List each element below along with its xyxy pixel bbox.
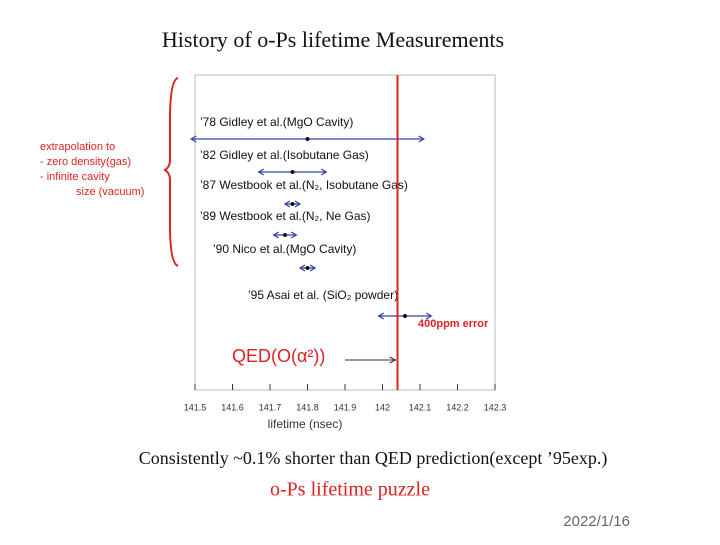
conclusion: Consistently ~0.1% shorter than QED pred… xyxy=(139,448,608,469)
title: History of o-Ps lifetime Measurements xyxy=(162,27,504,52)
row-label: ’89 Westbook et al.(N₂, Ne Gas) xyxy=(200,209,371,223)
point xyxy=(305,137,310,141)
date: 2022/1/16 xyxy=(563,513,630,530)
x-tick-label: 141.6 xyxy=(221,402,244,412)
row-label: ’95 Asai et al. (SiO₂ powder) xyxy=(248,288,398,302)
bracket-note: - infinite cavity xyxy=(40,171,110,183)
row-label: ’82 Gidley et al.(Isobutane Gas) xyxy=(200,148,369,162)
error-cap xyxy=(377,312,433,320)
error-cap xyxy=(272,231,298,239)
point xyxy=(283,233,287,237)
bracket xyxy=(163,77,179,267)
x-tick-label: 142.3 xyxy=(484,402,507,412)
point xyxy=(403,314,407,318)
bracket-note: - zero density(gas) xyxy=(40,156,131,168)
error-cap xyxy=(257,168,328,176)
x-tick-label: 142.2 xyxy=(446,402,469,412)
puzzle: o-Ps lifetime puzzle xyxy=(270,479,430,501)
point xyxy=(305,266,310,270)
reference-label: QED(O(α²)) xyxy=(232,346,325,366)
error-cap xyxy=(283,200,302,208)
x-tick-label: 141.5 xyxy=(184,402,207,412)
error-cap xyxy=(189,135,426,143)
row-label: ’90 Nico et al.(MgO Cavity) xyxy=(213,242,356,256)
point xyxy=(290,170,295,174)
point xyxy=(290,202,295,206)
x-tick-label: 141.7 xyxy=(259,402,282,412)
x-tick-label: 142 xyxy=(375,402,390,412)
error-cap xyxy=(298,264,317,272)
row-label: ’87 Westbook et al.(N₂, Isobutane Gas) xyxy=(200,178,408,192)
bracket-note: size (vacuum) xyxy=(76,186,144,198)
error-note: 400ppm error xyxy=(418,318,489,330)
x-tick-label: 142.1 xyxy=(409,402,432,412)
x-axis-label: lifetime (nsec) xyxy=(268,417,343,431)
x-tick-label: 141.9 xyxy=(334,402,357,412)
x-tick-label: 141.8 xyxy=(296,402,319,412)
reference-arrow xyxy=(345,356,397,364)
row-label: ’78 Gidley et al.(MgO Cavity) xyxy=(200,115,353,129)
bracket-note: extrapolation to xyxy=(40,141,115,153)
